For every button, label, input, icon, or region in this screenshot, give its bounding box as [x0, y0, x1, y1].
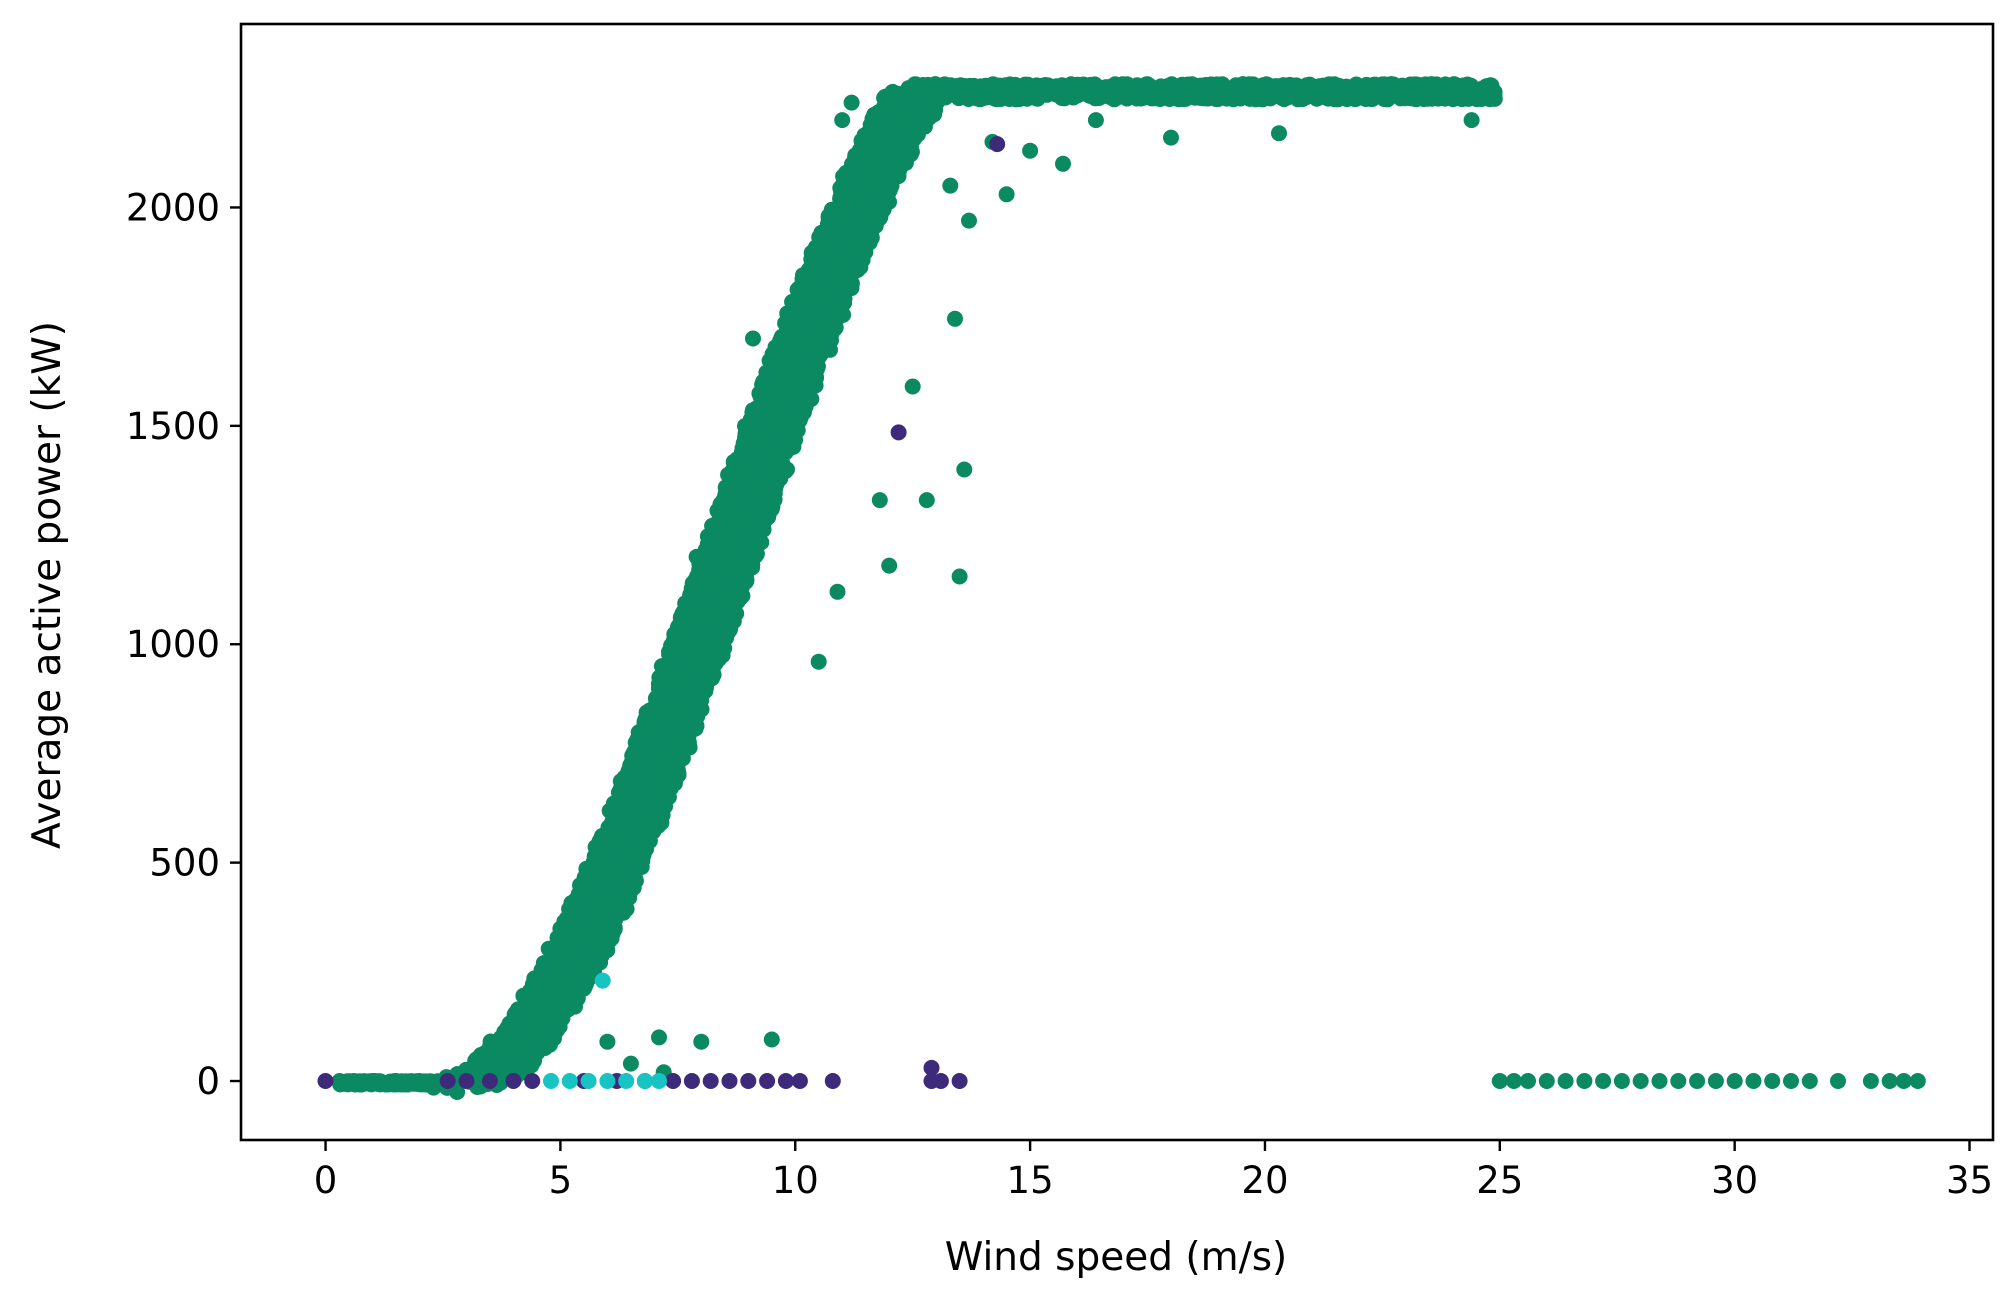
plot-area [317, 76, 1926, 1100]
data-point [523, 1054, 539, 1071]
